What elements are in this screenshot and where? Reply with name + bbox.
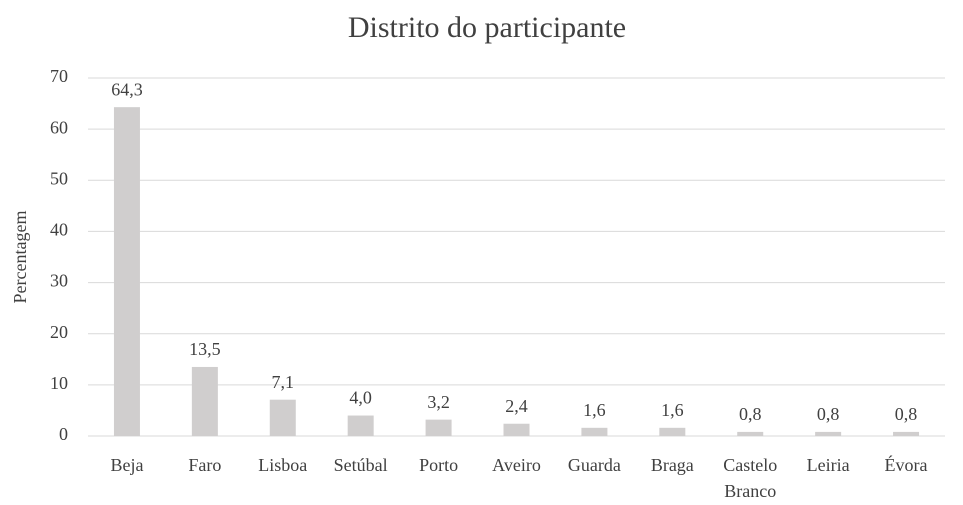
bar xyxy=(425,419,452,436)
x-tick-label: Porto xyxy=(419,455,458,475)
y-tick-label: 10 xyxy=(50,373,68,393)
x-tick-label: Aveiro xyxy=(492,455,541,475)
x-tick-label: Guarda xyxy=(568,455,621,475)
y-tick-label: 20 xyxy=(50,322,68,342)
data-label: 7,1 xyxy=(272,372,295,392)
y-tick-label: 0 xyxy=(59,424,68,444)
data-label: 1,6 xyxy=(583,400,606,420)
bar xyxy=(659,427,686,436)
data-label: 2,4 xyxy=(505,396,528,416)
data-label: 3,2 xyxy=(427,392,450,412)
bar xyxy=(581,427,608,436)
y-axis-label: Percentagem xyxy=(10,211,30,304)
bar xyxy=(113,107,140,436)
bar xyxy=(893,431,920,436)
x-tick-label: Setúbal xyxy=(334,455,388,475)
data-label: 13,5 xyxy=(189,339,221,359)
y-tick-label: 30 xyxy=(50,271,68,291)
x-tick-label: Évora xyxy=(885,454,928,475)
y-tick-label: 70 xyxy=(50,66,68,86)
y-tick-label: 50 xyxy=(50,168,68,188)
x-tick-label: Castelo Branco xyxy=(723,455,777,501)
bar xyxy=(503,423,530,436)
x-tick-label: Leiria xyxy=(807,455,850,475)
x-tick-label: Beja xyxy=(110,455,143,475)
y-tick-label: 40 xyxy=(50,220,68,240)
x-tick-label: Lisboa xyxy=(258,455,307,475)
y-tick-label: 60 xyxy=(50,117,68,137)
data-label: 0,8 xyxy=(817,404,840,424)
data-label: 4,0 xyxy=(349,388,372,408)
bar xyxy=(269,399,296,436)
bar xyxy=(737,431,764,436)
data-label: 0,8 xyxy=(739,404,762,424)
data-label: 64,3 xyxy=(111,79,143,99)
bar xyxy=(347,415,374,436)
bar xyxy=(191,366,218,436)
data-label: 0,8 xyxy=(895,404,918,424)
x-tick-label: Braga xyxy=(651,455,694,475)
bar xyxy=(815,431,842,436)
chart-title: Distrito do participante xyxy=(348,11,626,44)
x-tick-label: Faro xyxy=(188,455,221,475)
data-label: 1,6 xyxy=(661,400,684,420)
